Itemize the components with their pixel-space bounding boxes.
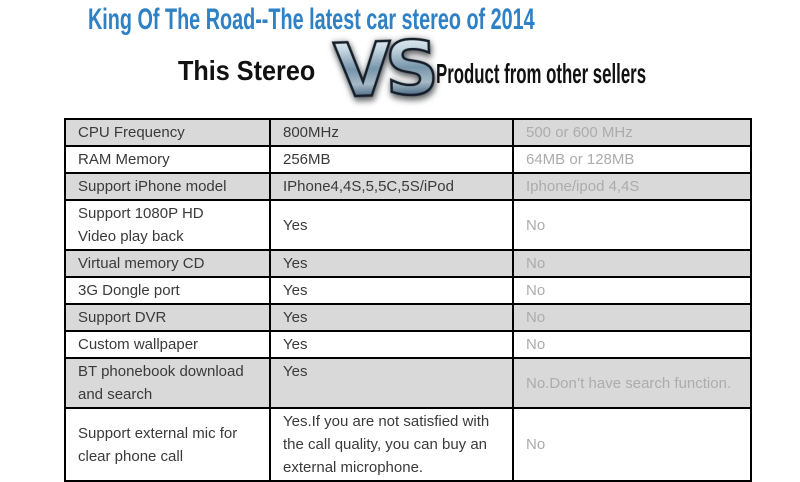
other-sellers-cell: No (512, 303, 752, 332)
other-sellers-cell: No (512, 330, 752, 359)
comparison-table: CPU Frequency 800MHz 500 or 600 MHz RAM … (64, 118, 752, 482)
other-sellers-label: Product from other sellers (436, 58, 647, 89)
table-row: Support 1080P HD Video play back Yes No (64, 199, 752, 251)
feature-cell: RAM Memory (64, 145, 271, 174)
other-sellers-cell: 500 or 600 MHz (512, 118, 752, 147)
feature-cell: Custom wallpaper (64, 330, 271, 359)
feature-cell: Support external mic for clear phone cal… (64, 407, 271, 482)
other-sellers-cell: No (512, 407, 752, 482)
other-sellers-cell: 64MB or 128MB (512, 145, 752, 174)
table-row: BT phonebook download and search Yes No.… (64, 357, 752, 409)
feature-cell: Virtual memory CD (64, 249, 271, 278)
other-sellers-cell: No.Don’t have search function. (512, 357, 752, 409)
table-row: CPU Frequency 800MHz 500 or 600 MHz (64, 118, 752, 147)
table-row: Support DVR Yes No (64, 303, 752, 332)
feature-cell: Support DVR (64, 303, 271, 332)
this-stereo-cell: Yes (269, 199, 514, 251)
table-row: Custom wallpaper Yes No (64, 330, 752, 359)
comparison-table-body: CPU Frequency 800MHz 500 or 600 MHz RAM … (64, 118, 752, 482)
this-stereo-label: This Stereo (178, 55, 316, 86)
table-row: Support external mic for clear phone cal… (64, 407, 752, 482)
vs-badge-icon: VS (331, 24, 435, 116)
this-stereo-cell: IPhone4,4S,5,5C,5S/iPod (269, 172, 514, 201)
table-row: Virtual memory CD Yes No (64, 249, 752, 278)
feature-cell: CPU Frequency (64, 118, 271, 147)
other-sellers-cell: No (512, 249, 752, 278)
this-stereo-cell: Yes (269, 276, 514, 305)
other-sellers-cell: No (512, 199, 752, 251)
this-stereo-cell: Yes (269, 330, 514, 359)
this-stereo-cell: Yes (269, 303, 514, 332)
feature-cell: Support iPhone model (64, 172, 271, 201)
feature-cell: BT phonebook download and search (64, 357, 271, 409)
feature-cell: Support 1080P HD Video play back (64, 199, 271, 251)
this-stereo-cell: 800MHz (269, 118, 514, 147)
this-stereo-cell: Yes (269, 249, 514, 278)
this-stereo-cell: Yes.If you are not satisfied with the ca… (269, 407, 514, 482)
table-row: Support iPhone model IPhone4,4S,5,5C,5S/… (64, 172, 752, 201)
other-sellers-cell: No (512, 276, 752, 305)
table-row: 3G Dongle port Yes No (64, 276, 752, 305)
feature-cell: 3G Dongle port (64, 276, 271, 305)
table-row: RAM Memory 256MB 64MB or 128MB (64, 145, 752, 174)
other-sellers-cell: Iphone/ipod 4,4S (512, 172, 752, 201)
this-stereo-cell: Yes (269, 357, 514, 409)
this-stereo-cell: 256MB (269, 145, 514, 174)
page-title: King Of The Road--The latest car stereo … (88, 3, 535, 36)
